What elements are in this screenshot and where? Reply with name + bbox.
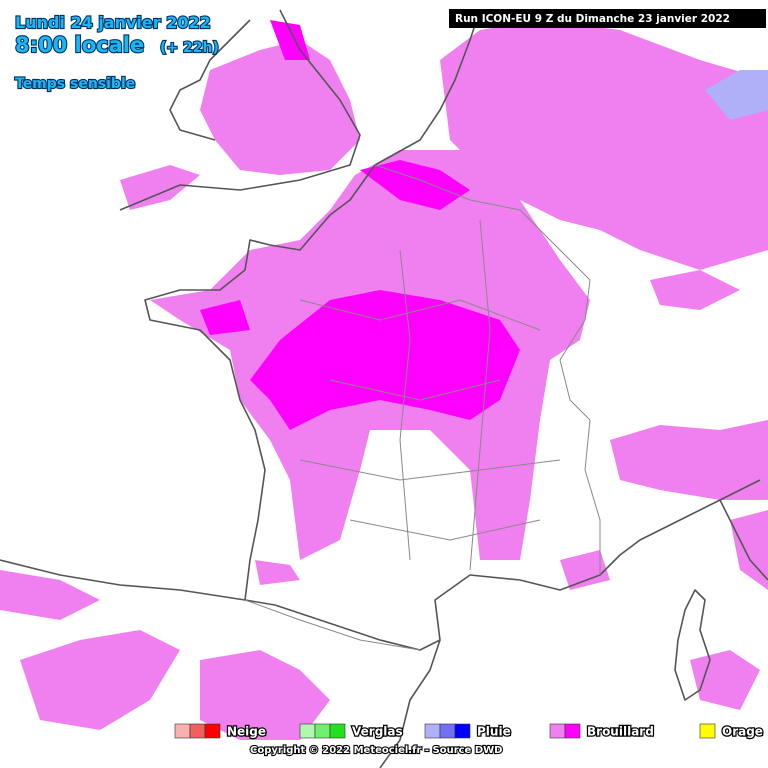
fog-area <box>705 70 768 120</box>
fog-area <box>610 420 768 500</box>
fog-area <box>120 165 200 210</box>
legend-swatch <box>549 723 566 739</box>
legend-swatch <box>189 723 206 739</box>
fog-area <box>360 160 470 210</box>
date: Lundi 24 janvier 2022 <box>15 13 211 32</box>
run-info: Run ICON-EU 9 Z du Dimanche 23 janvier 2… <box>455 13 730 25</box>
fog-area <box>200 300 250 335</box>
legend-swatch <box>564 723 581 739</box>
fog-area <box>0 570 100 620</box>
lead-time: (+ 22h) <box>160 40 219 56</box>
legend-swatch <box>454 723 471 739</box>
map-lines <box>0 9 768 768</box>
legend-label: Brouillard <box>587 725 654 739</box>
legend-label: Orage <box>722 725 763 739</box>
legend-swatch <box>699 723 716 739</box>
legend-swatch <box>439 723 456 739</box>
legend-label: Neige <box>227 725 266 739</box>
legend-swatch <box>424 723 441 739</box>
legend-swatch <box>174 723 191 739</box>
fog-areas <box>0 20 768 740</box>
coastline-spain <box>0 559 441 768</box>
product: Temps sensible <box>15 76 135 92</box>
time: 8:00 locale <box>15 33 144 57</box>
legend-label: Verglas <box>352 725 403 739</box>
coastline-italy <box>719 499 768 581</box>
legend-label: Pluie <box>477 725 511 739</box>
copyright: Copyright © 2022 Meteociel.fr - Source D… <box>250 745 502 756</box>
fog-area <box>200 40 360 175</box>
coastline-continent <box>144 9 761 651</box>
legend-swatch <box>329 723 346 739</box>
fog-area <box>690 650 760 710</box>
run-banner <box>449 9 766 28</box>
fog-area <box>200 650 330 740</box>
fog-area <box>560 550 610 590</box>
fog-area <box>440 20 768 270</box>
annotations: Run ICON-EU 9 Z du Dimanche 23 janvier 2… <box>14 9 766 757</box>
border-pyrenees <box>244 599 421 651</box>
coastline-uk <box>119 9 361 211</box>
border-regions <box>299 219 561 571</box>
fog-area <box>255 560 300 585</box>
legend: Neige Verglas Pluie Brouillard Orage <box>174 723 764 740</box>
fog-area <box>250 290 520 430</box>
fog-area <box>650 270 740 310</box>
border-france-east <box>374 164 601 575</box>
coastline-corsica <box>674 589 711 701</box>
legend-swatch <box>314 723 331 739</box>
fog-area <box>20 630 180 730</box>
legend-swatch <box>204 723 221 739</box>
fog-area <box>730 510 768 590</box>
legend-swatch <box>299 723 316 739</box>
